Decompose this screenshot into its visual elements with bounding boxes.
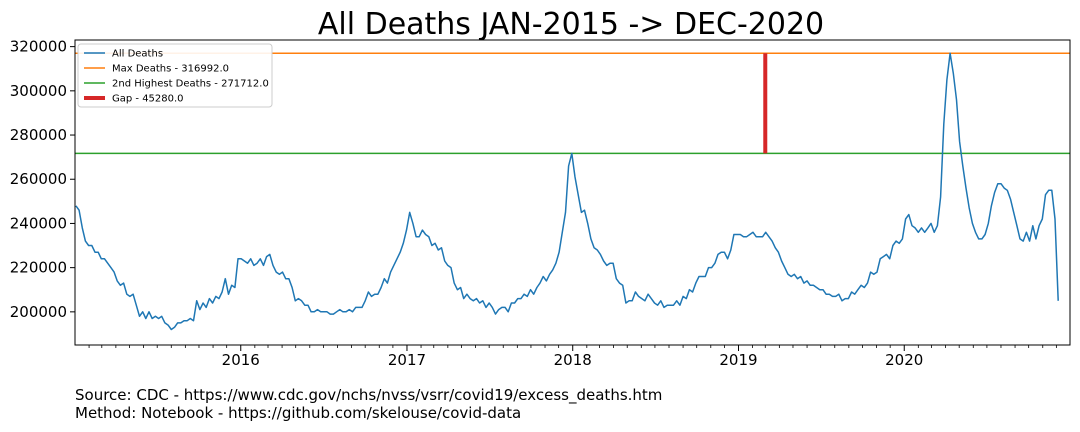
legend-label: All Deaths xyxy=(112,49,163,60)
legend-label: Gap - 45280.0 xyxy=(112,94,184,105)
x-tick-label: 2016 xyxy=(222,351,260,369)
legend: All Deaths Max Deaths - 316992.0 2nd Highe… xyxy=(77,43,273,108)
x-tick-label: 2017 xyxy=(388,351,426,369)
y-tick-label: 200000 xyxy=(10,303,67,321)
y-tick-label: 300000 xyxy=(10,82,67,100)
y-tick-label: 240000 xyxy=(10,214,67,232)
y-tick-label: 280000 xyxy=(10,126,67,144)
y-tick-label: 320000 xyxy=(10,38,67,56)
x-axis: 2016 2017 2018 2019 2020 xyxy=(88,345,1057,369)
x-tick-label: 2019 xyxy=(719,351,757,369)
y-tick-label: 220000 xyxy=(10,259,67,277)
x-tick-label: 2018 xyxy=(554,351,592,369)
y-tick-label: 260000 xyxy=(10,170,67,188)
y-axis: 200000 220000 240000 260000 280000 300000 3200… xyxy=(10,38,75,321)
legend-box xyxy=(77,43,273,108)
x-tick-label: 2020 xyxy=(885,351,923,369)
method-note: Method: Notebook - https://github.com/sk… xyxy=(75,404,522,422)
all-deaths-line xyxy=(75,52,1059,331)
legend-label: 2nd Highest Deaths - 271712.0 xyxy=(112,79,269,90)
legend-label: Max Deaths - 316992.0 xyxy=(112,64,229,75)
source-note: Source: CDC - https://www.cdc.gov/nchs/n… xyxy=(75,386,663,404)
chart-title: All Deaths JAN-2015 -> DEC-2020 xyxy=(318,7,824,42)
